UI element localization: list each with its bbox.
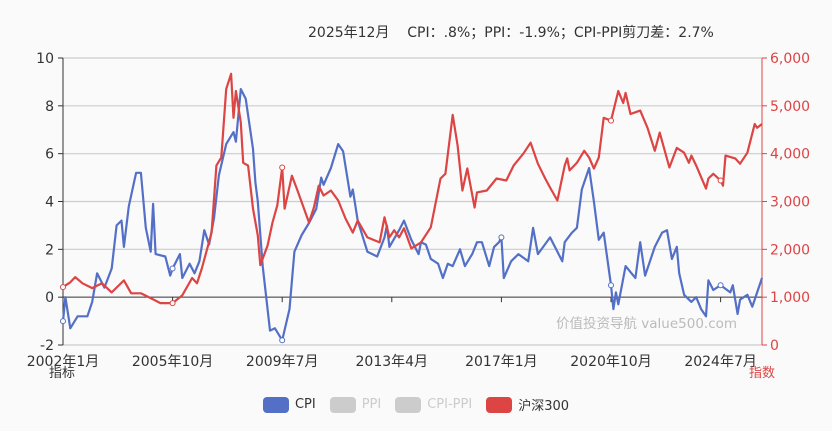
data-point [279,164,286,171]
legend-item-hs300[interactable]: 沪深300 [486,395,569,414]
left-axis-label: 10 [36,51,54,67]
left-axis-label: -2 [40,338,54,354]
data-point [607,282,614,289]
legend-item-cpi-ppi[interactable]: CPI-PPI [395,395,472,414]
legend-label-cpi-ppi: CPI-PPI [427,397,473,412]
legend-label-ppi: PPI [361,397,382,412]
right-axis-label: 4,000 [770,147,810,163]
x-axis-label: 2024年7月 [684,354,757,370]
data-point [60,318,66,325]
data-point [607,117,614,124]
data-point [498,234,505,241]
right-axis-name: 指数 [749,366,775,381]
right-axis-label: 1,000 [770,290,810,306]
right-axis-label: 3,000 [770,195,810,211]
x-axis-label: 2005年10月 [132,354,213,370]
data-point [717,282,724,289]
left-axis-label: 0 [45,290,54,306]
legend-label-cpi: CPI [294,397,316,412]
left-axis-label: 2 [45,242,54,258]
left-axis-label: 6 [45,147,54,163]
right-axis-label: 5,000 [770,99,810,115]
legend-swatch-hs300 [486,396,513,413]
x-axis-label: 2017年1月 [465,354,538,370]
x-axis-label: 2009年7月 [246,354,319,370]
data-point [717,177,724,184]
legend-swatch-ppi [329,396,356,413]
legend-swatch-cpi-ppi [395,396,422,413]
series-line-hs300 [62,72,763,305]
data-point [169,265,176,272]
right-axis-label: 0 [770,338,779,354]
data-point [279,337,286,344]
x-axis-label: 2013年4月 [356,354,429,370]
legend-item-cpi[interactable]: CPI [262,395,316,414]
data-point [169,300,176,307]
left-axis-label: 8 [45,99,54,115]
x-axis-label: 2002年1月 [27,354,100,370]
summary-text: 2025年12月 CPI：.8%；PPI：-1.9%；CPI-PPI剪刀差：2.… [308,25,714,41]
right-axis-label: 2,000 [770,242,810,258]
legend-swatch-cpi [262,396,289,413]
x-axis-label: 2020年10月 [570,354,651,370]
legend-item-ppi[interactable]: PPI [329,395,382,414]
right-axis-label: 6,000 [770,51,810,67]
watermark: 价值投资导航 value500.com [556,316,738,332]
data-point [60,284,66,291]
left-axis-label: 4 [45,195,54,211]
left-axis-name: 指标 [49,366,75,381]
legend-label-hs300: 沪深300 [518,399,570,414]
legend: CPI PPI CPI-PPI 沪深300 [0,395,832,414]
